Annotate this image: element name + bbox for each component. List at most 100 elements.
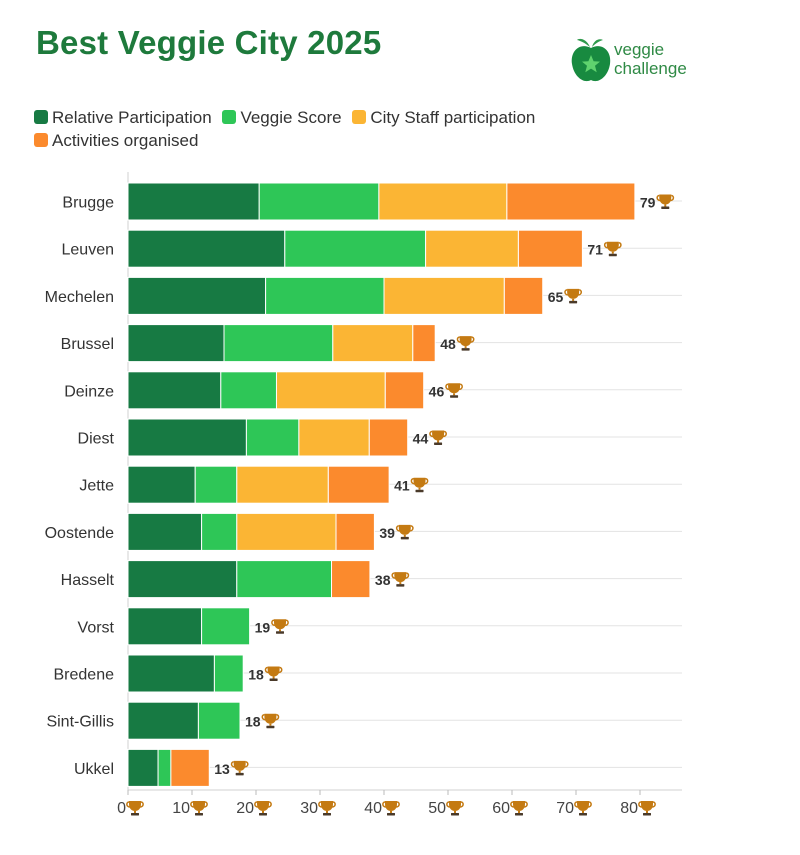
bar-segment bbox=[127, 276, 267, 315]
bar-segment bbox=[298, 418, 370, 457]
total-trophy-icon bbox=[391, 572, 410, 587]
legend-item: Activities organised bbox=[34, 129, 198, 152]
logo-text-challenge: challenge bbox=[614, 59, 687, 78]
bar-segment bbox=[245, 418, 300, 457]
bar-segment bbox=[236, 560, 333, 599]
total-label: 79 bbox=[640, 195, 656, 211]
bar-segment bbox=[157, 748, 172, 787]
total-label: 65 bbox=[548, 289, 564, 305]
total-trophy-icon bbox=[230, 760, 249, 776]
bar-segment bbox=[265, 276, 385, 315]
bar-segment bbox=[425, 229, 519, 268]
bar-segment bbox=[127, 748, 159, 787]
x-tick-trophy-icon bbox=[574, 801, 592, 816]
x-tick-label: 10 bbox=[172, 800, 190, 817]
bar-segment bbox=[201, 512, 238, 551]
x-tick-label: 0 bbox=[117, 800, 126, 817]
bar-segment bbox=[384, 371, 425, 410]
bar-segment bbox=[127, 560, 238, 599]
legend-swatch bbox=[352, 110, 367, 124]
legend-swatch bbox=[222, 110, 237, 124]
x-tick-trophy-icon bbox=[254, 801, 272, 816]
total-label: 19 bbox=[255, 619, 271, 635]
bar-segment bbox=[506, 182, 636, 221]
bar-segment bbox=[213, 654, 244, 693]
x-tick-trophy-icon bbox=[126, 801, 144, 816]
category-label: Hasselt bbox=[61, 572, 115, 589]
category-label: Brugge bbox=[62, 195, 114, 212]
total-trophy-icon bbox=[456, 336, 475, 351]
bar-segment bbox=[378, 182, 508, 221]
bar-segment bbox=[331, 560, 371, 599]
bar-segment bbox=[127, 607, 203, 646]
bar-segment bbox=[220, 371, 277, 410]
total-trophy-icon bbox=[261, 713, 280, 729]
x-tick-trophy-icon bbox=[638, 801, 656, 816]
legend-swatch bbox=[34, 110, 48, 124]
bar-segment bbox=[127, 324, 225, 363]
bar-segment bbox=[503, 276, 544, 315]
total-trophy-icon bbox=[395, 524, 414, 540]
total-trophy-icon bbox=[656, 194, 675, 209]
category-label: Deinze bbox=[64, 383, 114, 400]
legend-swatch bbox=[34, 133, 48, 147]
bar-segment bbox=[335, 512, 375, 551]
bar-segment bbox=[275, 371, 386, 410]
bar-segment bbox=[197, 701, 241, 740]
total-trophy-icon bbox=[445, 383, 463, 398]
bar-segment bbox=[127, 371, 222, 410]
bar-segment bbox=[236, 465, 329, 504]
legend-item: Relative Participation bbox=[34, 106, 212, 129]
bar-segment bbox=[127, 229, 286, 268]
bar-segment bbox=[127, 418, 247, 457]
category-label: Ukkel bbox=[74, 761, 114, 778]
category-label: Brussel bbox=[61, 336, 114, 353]
bar-segment bbox=[127, 465, 196, 504]
bar-segment bbox=[127, 512, 203, 551]
x-tick-label: 30 bbox=[300, 800, 318, 817]
x-tick-label: 60 bbox=[492, 800, 510, 817]
bar-segment bbox=[170, 748, 210, 787]
category-label: Sint-Gillis bbox=[46, 714, 114, 731]
x-tick-trophy-icon bbox=[190, 801, 208, 816]
category-label: Diest bbox=[78, 431, 115, 448]
x-tick-label: 20 bbox=[236, 800, 254, 817]
category-label: Oostende bbox=[45, 525, 114, 542]
legend-label: Veggie Score bbox=[240, 108, 342, 127]
bar-segment bbox=[383, 276, 505, 315]
total-trophy-icon bbox=[564, 288, 582, 304]
total-label: 71 bbox=[587, 242, 603, 258]
legend-label: City Staff participation bbox=[370, 108, 536, 127]
bar-segment bbox=[517, 229, 583, 268]
legend-item: City Staff participation bbox=[352, 106, 535, 129]
category-label: Bredene bbox=[54, 667, 115, 684]
legend-label: Activities organised bbox=[52, 131, 199, 150]
logo-text-veggie: veggie bbox=[614, 40, 665, 59]
total-label: 18 bbox=[245, 714, 261, 730]
apple-star-icon bbox=[571, 38, 611, 82]
x-tick-label: 40 bbox=[364, 800, 382, 817]
x-tick-label: 80 bbox=[620, 800, 638, 817]
total-trophy-icon bbox=[603, 241, 622, 257]
total-label: 41 bbox=[394, 478, 410, 494]
x-tick-label: 50 bbox=[428, 800, 446, 817]
bar-segment bbox=[127, 654, 215, 693]
bar-segment bbox=[223, 324, 334, 363]
bar-segment bbox=[201, 607, 251, 646]
category-label: Vorst bbox=[78, 619, 115, 636]
category-label: Mechelen bbox=[45, 289, 114, 306]
bar-segment bbox=[412, 324, 436, 363]
bar-segment bbox=[368, 418, 409, 457]
x-tick-label: 70 bbox=[556, 800, 574, 817]
x-tick-trophy-icon bbox=[446, 801, 464, 816]
total-trophy-icon bbox=[429, 430, 447, 445]
veggie-challenge-logo: veggie challenge bbox=[570, 34, 720, 94]
category-label: Jette bbox=[79, 478, 114, 495]
bar-segment bbox=[194, 465, 238, 504]
total-trophy-icon bbox=[271, 619, 289, 634]
x-tick-trophy-icon bbox=[382, 801, 400, 816]
total-label: 48 bbox=[440, 336, 456, 352]
x-tick-trophy-icon bbox=[510, 801, 528, 816]
category-label: Leuven bbox=[62, 242, 115, 259]
